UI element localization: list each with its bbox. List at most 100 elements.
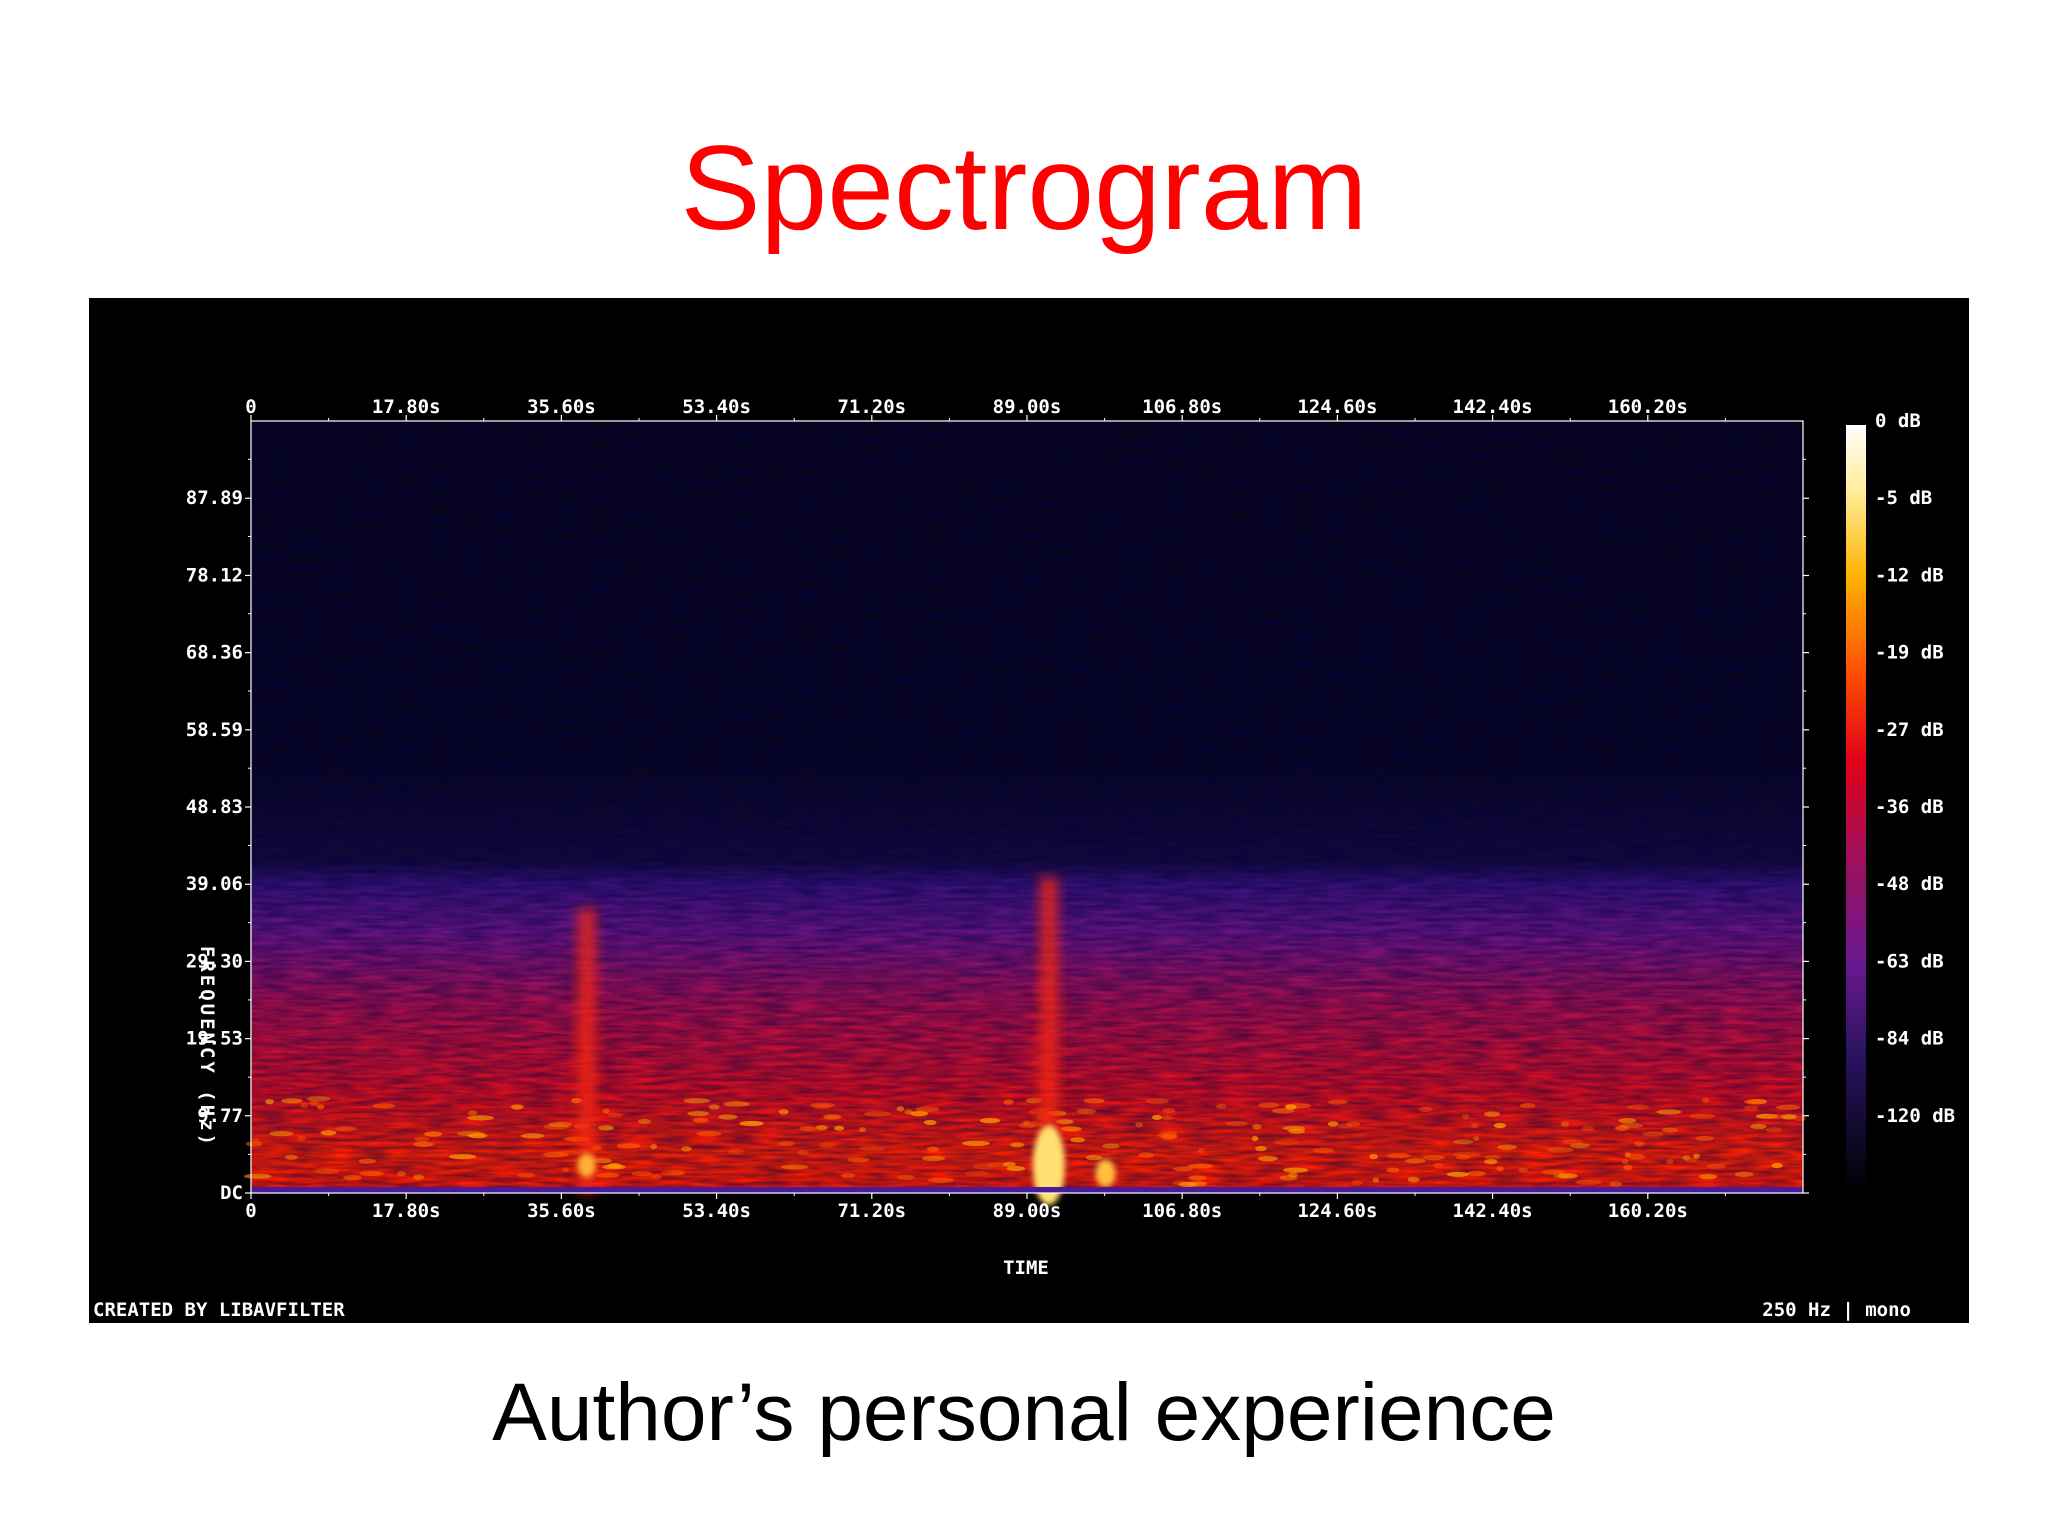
y-tick-label: 29.30 <box>186 950 243 972</box>
x-tick-label-bottom: 160.20s <box>1608 1200 1688 1222</box>
spectrum-speckle <box>1793 1116 1806 1122</box>
spectrum-speckle <box>1561 1139 1583 1145</box>
spectrum-speckle <box>847 1157 870 1163</box>
spectrum-speckle <box>1327 1099 1348 1105</box>
spectrum-speckle <box>424 1131 443 1137</box>
spectrum-speckle <box>1656 1109 1682 1115</box>
spectrum-speckle <box>1695 1135 1714 1142</box>
spectrum-speckle <box>687 1111 710 1117</box>
spectrum-speckle <box>1744 1099 1764 1105</box>
spectrum-speckle <box>1351 1180 1363 1186</box>
spectrum-speckle <box>1493 1122 1506 1129</box>
spectrum-speckle <box>1433 1162 1444 1169</box>
colorbar-label: -36 dB <box>1875 796 1944 818</box>
spectrum-speckle <box>1762 1114 1786 1120</box>
spectrum-speckle <box>650 1144 657 1150</box>
colorbar-label: -12 dB <box>1875 564 1944 586</box>
spectrum-speckle <box>863 1111 892 1117</box>
spectrum-speckle <box>1467 1170 1486 1177</box>
spectrum-speckle <box>1618 1118 1637 1124</box>
spectrum-speckle <box>1279 1175 1298 1181</box>
spectrum-speckle <box>1557 1173 1578 1179</box>
spectrum-speckle <box>1405 1158 1426 1164</box>
spectrum-speckle <box>1138 1152 1155 1158</box>
x-tick-label-bottom: 0 <box>245 1200 256 1222</box>
colorbar-label: -48 dB <box>1875 873 1944 895</box>
x-tick-label-bottom: 53.40s <box>682 1200 751 1222</box>
spectrum-speckle <box>1756 1113 1778 1119</box>
spectrum-speckle <box>616 1143 641 1149</box>
spectrum-speckle <box>1285 1104 1297 1110</box>
spectrum-speckle <box>781 1164 809 1170</box>
spectrum-speckle <box>962 1140 990 1146</box>
dc-line <box>251 1187 1803 1193</box>
spectrum-speckle <box>723 1101 750 1107</box>
footer-sample-info: 250 Hz | mono <box>1762 1299 1911 1321</box>
spectrum-speckle <box>1152 1114 1162 1120</box>
spectrum-speckle <box>1570 1143 1590 1149</box>
spectrum-speckle <box>413 1174 425 1180</box>
spectrum-speckle <box>1160 1130 1178 1136</box>
spectrum-speckle <box>926 1146 939 1152</box>
spectrum-speckle <box>1546 1147 1574 1153</box>
spectrum-speckle <box>1145 1098 1169 1104</box>
spectrum-speckle <box>1776 1104 1800 1110</box>
spectrum-speckle <box>1178 1181 1198 1187</box>
spectrum-speckle <box>1484 1159 1498 1165</box>
spectrum-speckle <box>1734 1171 1754 1177</box>
spectrum-speckle <box>1083 1098 1105 1104</box>
x-tick-label-top: 160.20s <box>1608 396 1688 418</box>
x-tick-label-top: 89.00s <box>993 396 1062 418</box>
spectrum-speckle <box>1372 1177 1380 1183</box>
spectrum-speckle <box>1085 1155 1103 1161</box>
colorbar-label: -63 dB <box>1875 950 1944 972</box>
spectrum-speckle <box>243 1173 272 1179</box>
spectrum-speckle <box>1446 1171 1470 1177</box>
spectrum-speckle <box>1744 1105 1759 1111</box>
spectrum-speckle <box>1471 1123 1479 1129</box>
y-tick-label: 9.77 <box>197 1105 243 1127</box>
spectrum-speckle <box>815 1125 828 1131</box>
spectrum-speckle <box>1750 1123 1767 1130</box>
spectrum-speckle <box>1135 1122 1143 1128</box>
spectrum-speckle <box>1346 1121 1361 1127</box>
x-tick-label-bottom: 17.80s <box>372 1200 441 1222</box>
spectrum-speckle <box>316 1104 325 1110</box>
spectrum-speckle <box>1666 1158 1674 1165</box>
spectrum-speckle <box>1627 1104 1650 1110</box>
spectrum-speckle <box>457 1131 485 1137</box>
spectrogram-panel: 0 0 17.80s 17.80s 35.60s 35.60s 53.40s 53.40s 71… <box>89 298 1969 1323</box>
spectrum-speckle <box>602 1108 610 1114</box>
colorbar-gradient <box>1846 425 1866 1193</box>
spectrum-speckle <box>1070 1137 1086 1143</box>
x-tick-label-bottom: 89.00s <box>993 1200 1062 1222</box>
spectrum-speckle <box>1575 1179 1602 1185</box>
spectrum-speckle <box>1620 1123 1643 1129</box>
spectrum-speckle <box>924 1119 937 1126</box>
spectrum-speckle <box>1780 1114 1797 1120</box>
spectrum-speckle <box>343 1175 362 1181</box>
spectrum-speckle <box>1541 1169 1566 1175</box>
spectrum-speckle <box>927 1177 954 1183</box>
spectrum-speckle <box>1225 1121 1248 1127</box>
spectrum-speckle <box>1187 1163 1213 1169</box>
y-tick-label: 48.83 <box>186 796 243 818</box>
spectrum-speckle <box>1160 1134 1177 1140</box>
spectrum-speckle <box>638 1118 651 1124</box>
spectrum-speckle <box>1251 1135 1259 1142</box>
spectrum-speckle <box>681 1146 692 1152</box>
spectrum-speckle <box>467 1110 478 1116</box>
spectrum-speckle <box>414 1136 430 1142</box>
spectrum-speckle <box>631 1170 653 1177</box>
spectrum-speckle <box>1453 1139 1474 1145</box>
spectrum-speckle <box>1003 1099 1014 1105</box>
spectrum-speckle <box>520 1133 545 1139</box>
spectrum-speckle <box>296 1136 306 1142</box>
spectrum-speckle <box>372 1103 395 1109</box>
transient-peak-2 <box>1032 1125 1065 1206</box>
x-axis-label: TIME <box>1003 1257 1049 1279</box>
spectrum-speckle <box>1006 1165 1026 1172</box>
spectrum-speckle <box>1621 1159 1629 1165</box>
slide-caption: Author’s personal experience <box>492 1367 1556 1458</box>
spectrum-speckle <box>314 1168 340 1174</box>
